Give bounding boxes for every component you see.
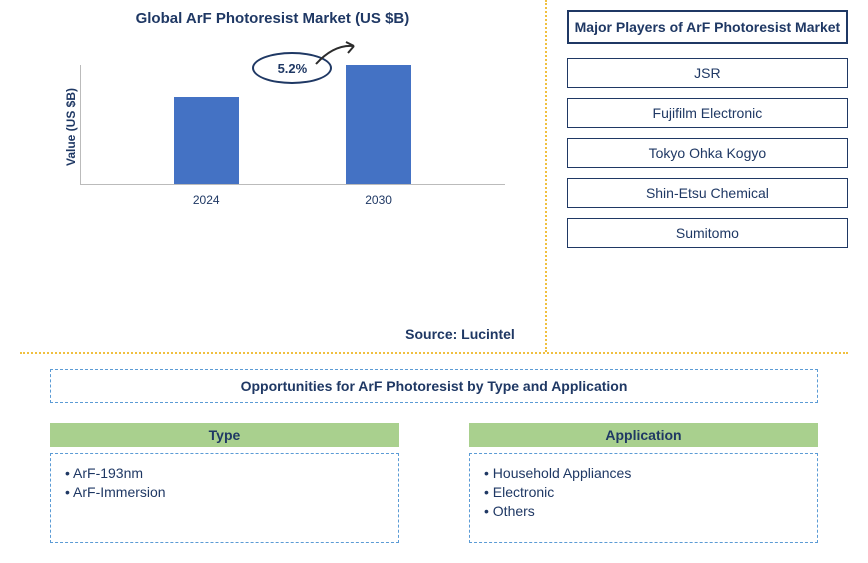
opps-col-items-0: • ArF-193nm • ArF-Immersion — [50, 453, 399, 543]
opps-col-1: Application • Household Appliances • Elect… — [469, 423, 818, 543]
opps-item-0-1: • ArF-Immersion — [65, 484, 384, 500]
top-section: Global ArF Photoresist Market (US $B) Va… — [0, 0, 868, 352]
opps-col-items-1: • Household Appliances • Electronic • Othe… — [469, 453, 818, 543]
players-title: Major Players of ArF Photoresist Market — [567, 10, 848, 44]
x-tick-0: 2024 — [174, 193, 239, 207]
players-panel: Major Players of ArF Photoresist Market … — [547, 0, 868, 352]
player-box-0: JSR — [567, 58, 848, 88]
chart-title: Global ArF Photoresist Market (US $B) — [20, 10, 525, 27]
bar-chart: Value (US $B) 5.2% 2024 — [80, 47, 505, 207]
opps-col-header-0: Type — [50, 423, 399, 447]
source-label: Source: Lucintel — [405, 326, 515, 342]
opps-item-1-2: • Others — [484, 503, 803, 519]
bars-container — [80, 65, 505, 185]
players-list: JSR Fujifilm Electronic Tokyo Ohka Kogyo Sh… — [567, 58, 848, 248]
infographic-root: Global ArF Photoresist Market (US $B) Va… — [0, 0, 868, 563]
player-box-3: Shin-Etsu Chemical — [567, 178, 848, 208]
opportunities-title: Opportunities for ArF Photoresist by Typ… — [50, 369, 818, 403]
player-box-4: Sumitomo — [567, 218, 848, 248]
opps-item-0-0: • ArF-193nm — [65, 465, 384, 481]
opps-item-1-0: • Household Appliances — [484, 465, 803, 481]
player-box-2: Tokyo Ohka Kogyo — [567, 138, 848, 168]
y-axis-label: Value (US $B) — [64, 88, 78, 166]
opps-col-0: Type • ArF-193nm • ArF-Immersion — [50, 423, 399, 543]
bar-2030 — [346, 65, 411, 184]
x-tick-1: 2030 — [346, 193, 411, 207]
opps-item-1-1: • Electronic — [484, 484, 803, 500]
opps-col-header-1: Application — [469, 423, 818, 447]
bar-2024 — [174, 97, 239, 184]
player-box-1: Fujifilm Electronic — [567, 98, 848, 128]
chart-panel: Global ArF Photoresist Market (US $B) Va… — [0, 0, 547, 352]
x-axis: 2024 2030 — [80, 193, 505, 207]
opportunities-columns: Type • ArF-193nm • ArF-Immersion Applicatio… — [50, 423, 818, 543]
opportunities-section: Opportunities for ArF Photoresist by Typ… — [0, 354, 868, 563]
